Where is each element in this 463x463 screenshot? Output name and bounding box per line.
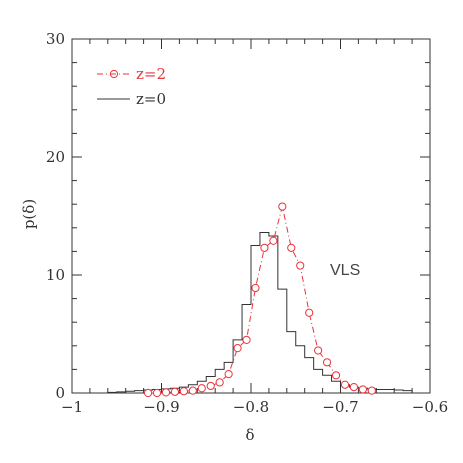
- series-z2-point: [331, 371, 341, 380]
- series-z2-point: [143, 388, 153, 398]
- series-z2-point: [152, 388, 162, 398]
- series-z2-point: [340, 380, 350, 389]
- series-z2-point: [197, 384, 206, 393]
- series-z2-point: [287, 243, 296, 252]
- series-z2-point: [224, 370, 233, 379]
- y-axis-label: p(δ): [20, 199, 38, 229]
- series-z2-point: [349, 383, 359, 392]
- series-z2-point: [305, 308, 314, 317]
- x-tick-label: −0.8: [233, 398, 269, 416]
- series-z2-point: [314, 346, 323, 355]
- legend-z0-label: z=0: [136, 90, 166, 108]
- x-tick-label: −1: [61, 398, 83, 416]
- legend: z=2 z=0: [97, 65, 166, 108]
- series-z2-point: [242, 335, 251, 344]
- series-z2-point: [367, 386, 376, 395]
- series-z0-histogram: [107, 232, 413, 393]
- series-z2-point: [269, 236, 278, 245]
- series-z2-point: [206, 381, 215, 391]
- series-z2-point: [322, 358, 332, 367]
- vls-annotation: VLS: [330, 262, 360, 279]
- series-z2-point: [188, 386, 197, 395]
- legend-z2-label: z=2: [136, 65, 166, 83]
- series-z2-point: [251, 283, 260, 293]
- series-z2-point: [278, 202, 287, 211]
- x-tick-label: −0.7: [322, 398, 358, 416]
- series-z2-point: [260, 243, 269, 252]
- x-tick-label: −0.9: [143, 398, 179, 416]
- series-z2-point: [233, 344, 242, 353]
- plot-frame: [71, 38, 431, 394]
- y-tick-label: 20: [46, 148, 65, 166]
- y-tick-label: 0: [55, 384, 65, 402]
- series-z2-point: [215, 378, 224, 387]
- legend-z2-marker: [109, 69, 119, 79]
- y-tick-label: 10: [46, 266, 65, 284]
- series-z2-point: [179, 387, 188, 396]
- series-z2-point: [296, 261, 305, 270]
- series-z2-point: [170, 387, 180, 396]
- x-axis-label: δ: [245, 426, 254, 444]
- series-z2-point: [358, 385, 367, 394]
- x-tick-label: −0.6: [412, 398, 448, 416]
- series-z2-point: [161, 388, 171, 397]
- y-tick-label: 30: [46, 30, 65, 48]
